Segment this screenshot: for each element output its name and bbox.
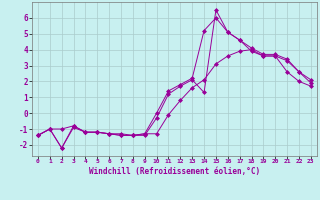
- X-axis label: Windchill (Refroidissement éolien,°C): Windchill (Refroidissement éolien,°C): [89, 167, 260, 176]
